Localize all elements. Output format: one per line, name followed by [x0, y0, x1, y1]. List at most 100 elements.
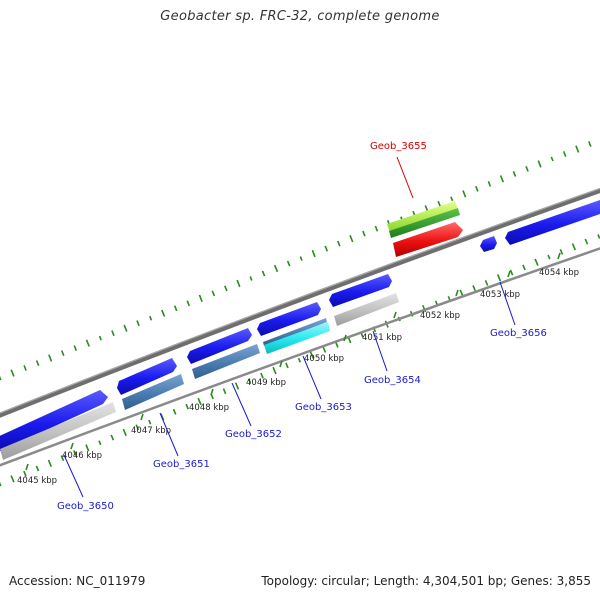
gene-arrow-geob-3653[interactable] [257, 302, 321, 336]
scale-label: 4050 kbp [304, 354, 344, 364]
gene-label[interactable]: Geob_3650 [57, 501, 114, 512]
gc-inner-tick [222, 388, 227, 395]
gene-bar-grey-3650[interactable] [0, 402, 116, 460]
gc-outer-tick [60, 350, 65, 356]
scale-tick [343, 334, 347, 342]
gc-outer-tick [48, 354, 53, 362]
scale-tick [393, 311, 397, 319]
gc-inner-tick [122, 428, 127, 437]
gc-inner-tick [60, 455, 65, 462]
gc-outer-tick [149, 315, 153, 321]
scale-tick [557, 252, 561, 260]
gc-inner-tick [260, 372, 264, 379]
gc-inner-tick [35, 465, 40, 472]
leader-line [372, 330, 388, 372]
gc-inner-tick [197, 397, 202, 406]
scale-tick [70, 442, 74, 450]
gc-inner-tick [559, 249, 564, 255]
gene-arrow-geob-3654[interactable] [329, 274, 392, 307]
gc-inner-tick [584, 238, 589, 245]
scale-tick [210, 388, 214, 396]
gene-arrow-geob-3652[interactable] [187, 328, 252, 364]
gc-inner-tick [172, 408, 177, 415]
gc-outer-tick [161, 309, 166, 317]
scale-tick [25, 463, 29, 471]
gc-outer-tick [575, 145, 580, 153]
highlighted-feature-geob-3655[interactable] [387, 201, 463, 257]
gc-outer-tick [198, 294, 203, 302]
gc-outer-tick [23, 365, 27, 371]
gene-arrow-geob-3656-small[interactable] [480, 236, 497, 252]
gene-label[interactable]: Geob_3655 [370, 141, 427, 152]
gene-arrow-geob-3650[interactable] [0, 390, 108, 452]
gc-inner-tick [322, 346, 327, 353]
gc-inner-tick [472, 285, 476, 291]
gc-outer-tick [349, 235, 354, 243]
scale-tick [507, 270, 511, 278]
scale-track: 4045 kbp 4046 kbp 4047 kbp 4048 kbp 4049 kbp… [17, 252, 579, 486]
gc-outer-tick [537, 160, 542, 168]
scale-label: 4048 kbp [189, 403, 229, 413]
gene-labels: Geob_3650 Geob_3651 Geob_3652 Geob_3653 Geob… [57, 141, 547, 512]
gc-outer-tick [550, 156, 554, 162]
gene-label[interactable]: Geob_3654 [364, 375, 421, 386]
leader-line [302, 355, 322, 400]
gene-label[interactable]: Geob_3652 [225, 429, 282, 440]
gc-inner-tick [285, 362, 289, 369]
map-title: Geobacter sp. FRC-32, complete genome [160, 9, 440, 24]
gc-outer-tick [437, 200, 441, 207]
scale-label: 4054 kbp [539, 268, 579, 278]
gene-arrow-geob-3651[interactable] [117, 358, 177, 395]
gene-bar-grey-3654[interactable] [334, 293, 399, 326]
gc-outer-tick [224, 285, 228, 292]
gene-bar-steel-3652[interactable] [192, 344, 260, 379]
gc-outer-tick [98, 335, 102, 341]
gene-label[interactable]: Geob_3653 [295, 402, 352, 413]
gene-label[interactable]: Geob_3656 [490, 328, 547, 339]
leader-line [63, 454, 84, 498]
gc-inner-tick [522, 264, 526, 271]
gene-bar-steel-3653[interactable] [263, 318, 327, 346]
gc-inner-tick [272, 366, 277, 375]
gc-inner-tick [509, 269, 514, 276]
gc-inner-tick [85, 444, 90, 452]
scale-tick [140, 413, 144, 421]
gene-arrow-geob-3656[interactable] [505, 200, 600, 245]
scale-label: 4053 kbp [480, 290, 520, 300]
leader-line [499, 281, 516, 326]
gc-inner-tick [597, 234, 600, 239]
gc-inner-tick [148, 419, 152, 425]
feature-bar-green [389, 208, 460, 238]
gc-outer-tick [487, 181, 492, 187]
gc-inner-tick [547, 254, 551, 260]
gc-inner-tick [534, 258, 539, 266]
scale-tick [455, 289, 459, 297]
scale-label: 4051 kbp [362, 333, 402, 343]
gene-bar-cyan-3653[interactable] [264, 322, 330, 354]
genome-summary-text: Topology: circular; Length: 4,304,501 bp… [261, 574, 591, 588]
gc-outer-tick [525, 166, 529, 172]
scale-tick [279, 360, 283, 368]
gc-outer-tick [588, 141, 592, 147]
leader-line [159, 412, 179, 457]
gc-outer-tick [450, 196, 454, 202]
gc-outer-tick [324, 245, 329, 252]
gc-outer-tick [562, 151, 567, 157]
gc-outer-tick [374, 225, 379, 232]
gene-bar-steel-3651[interactable] [122, 374, 184, 410]
gene-label[interactable]: Geob_3651 [153, 459, 210, 470]
gc-inner-tick [10, 475, 15, 483]
gc-inner-tick [98, 440, 102, 446]
gc-inner-tick [73, 450, 77, 456]
gc-inner-tick [23, 470, 27, 477]
gc-outer-tick [111, 330, 115, 337]
scale-label: 4046 kbp [62, 451, 102, 461]
gc-content-track-outer [0, 141, 592, 381]
gc-inner-tick [297, 357, 302, 363]
gc-outer-tick [136, 320, 140, 327]
gc-outer-tick [35, 360, 40, 366]
gc-inner-tick [234, 382, 240, 390]
gc-outer-tick [261, 270, 266, 277]
gc-outer-tick [0, 375, 2, 381]
